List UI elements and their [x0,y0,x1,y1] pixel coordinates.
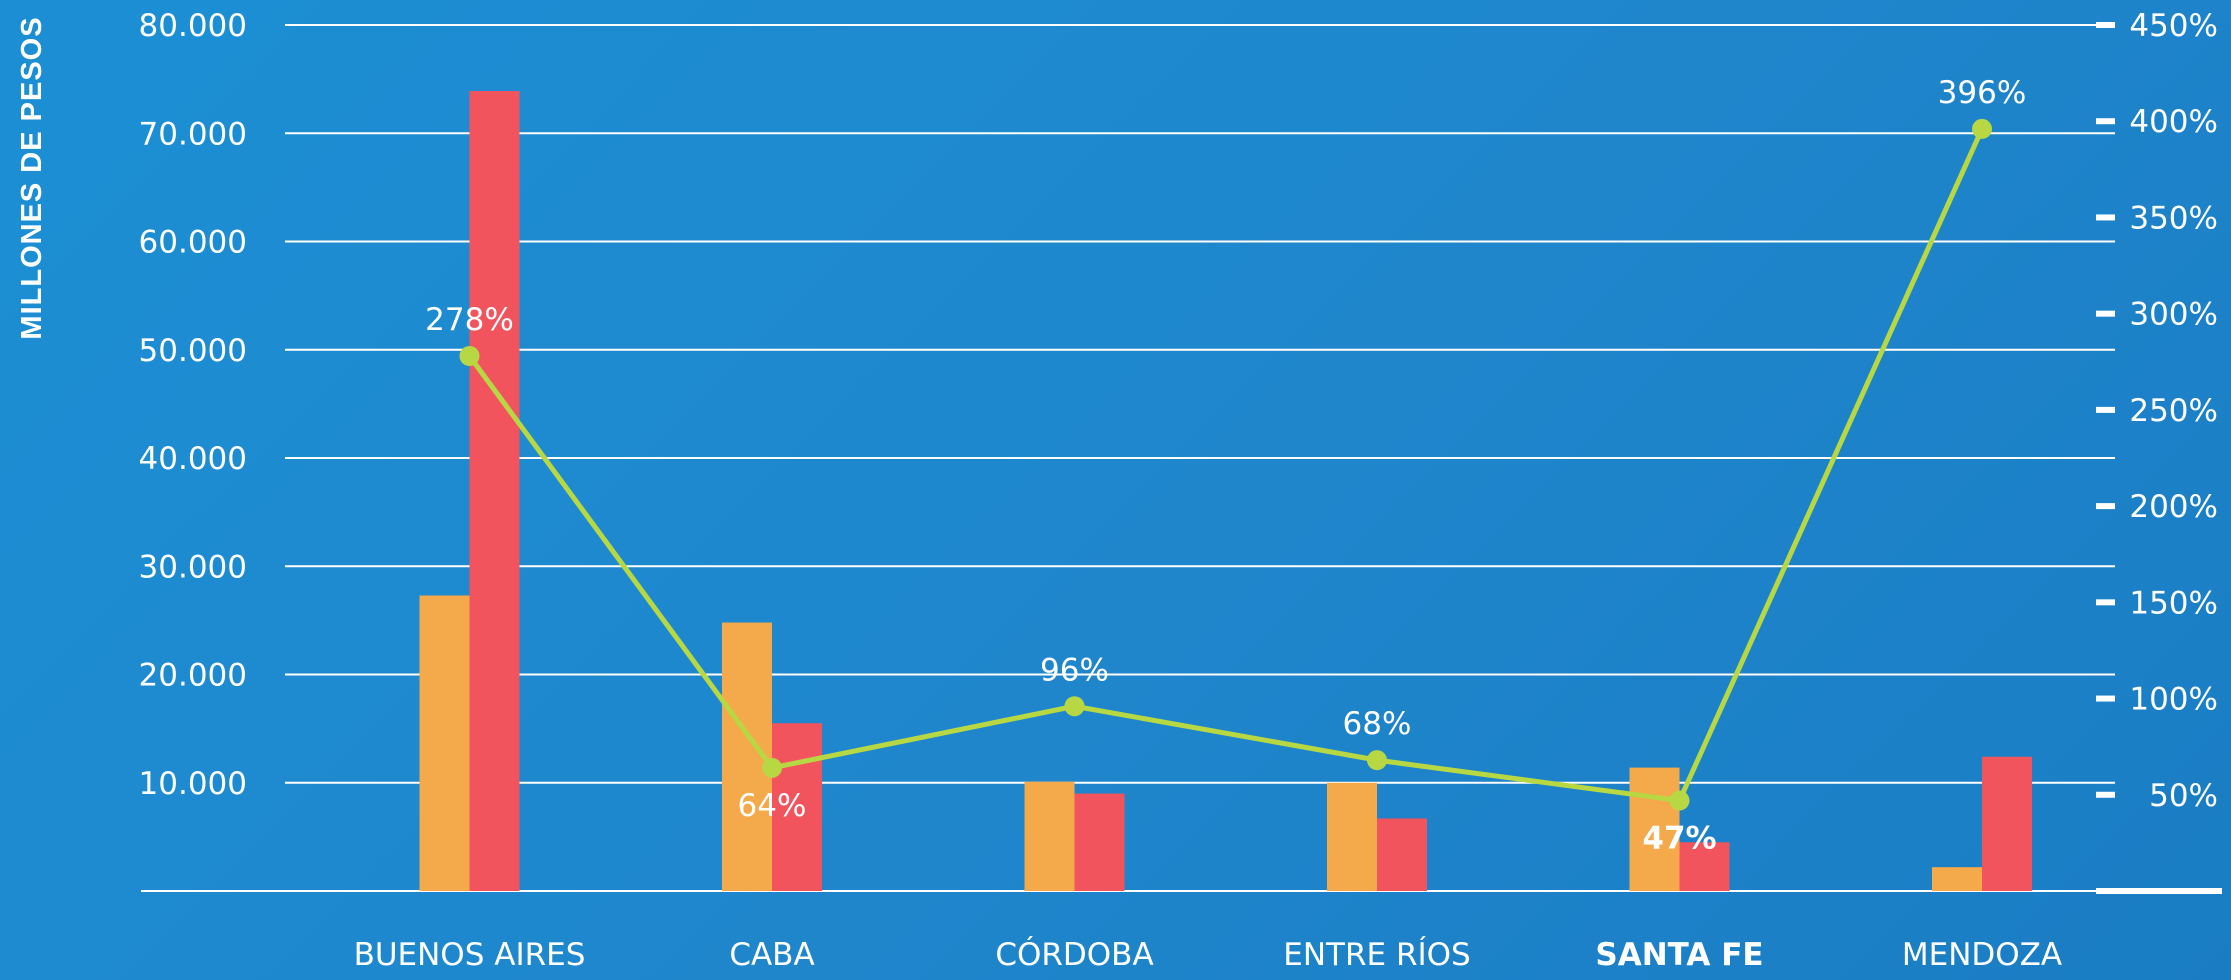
ratio-point [1669,790,1690,811]
ratio-label: 96% [1040,652,1109,688]
ratio-point [762,757,782,778]
y2-tick-mark [2096,503,2115,510]
y-tick-label: 20.000 [139,658,247,694]
y2-tick-mark [2096,118,2115,125]
y2-tick-label: 400% [2129,104,2218,140]
y2-tick-mark [2096,214,2115,221]
y2-tick-mark [2096,310,2115,317]
ratio-point [1367,750,1387,771]
y-tick-label: 40.000 [139,441,247,477]
y2-tick-mark [2096,599,2115,606]
category-label: BUENOS AIRES [354,937,586,973]
y2-tick-label: 300% [2129,297,2218,333]
y-axis-labels: 80.000 70.000 60.000 50.000 40.000 30.000 20.0… [139,8,247,802]
y2-tick-label: 250% [2129,393,2218,429]
ratio-label: 68% [1343,706,1412,742]
y-axis-title: MILLONES DE PESOS [16,16,48,339]
y-tick-label: 60.000 [139,225,247,261]
y2-tick-label: 450% [2129,8,2218,44]
y2-tick-label: 50% [2149,778,2218,814]
ratio-line-path [467,127,1985,804]
y2-tick-label: 100% [2129,682,2218,718]
bar [1679,842,1730,891]
ratio-point [459,346,480,367]
ratio-label: 64% [738,788,807,824]
bar [1629,767,1680,891]
category-label: MENDOZA [1902,937,2062,973]
y-tick-label: 80.000 [139,8,247,44]
gridlines [141,24,2222,894]
ratio-point [1064,696,1085,717]
bar [1932,867,1982,891]
ratio-label: 278% [425,302,514,338]
bar [1074,793,1125,891]
ratio-point [1972,118,1992,139]
bar [1982,756,2032,891]
ratio-label: 396% [1938,75,2027,111]
y2-tick-mark [2096,22,2115,28]
y2-tick-label: 350% [2129,200,2218,236]
y2-tick-mark [2096,791,2115,798]
bar [469,91,520,892]
y-tick-label: 70.000 [139,116,247,152]
bars [419,91,2032,892]
bar [1377,818,1427,891]
category-labels: BUENOS AIRES CABA CÓRDOBA ENTRE RÍOS SANTA F… [354,936,2063,973]
y2-tick-label: 150% [2129,585,2218,621]
y-tick-label: 30.000 [139,549,247,585]
ratio-label: 47% [1642,821,1716,857]
category-label: CABA [729,937,814,973]
category-label: ENTRE RÍOS [1283,937,1470,973]
point-labels: 278% 64% 96% 68% 47% 396% [425,75,2026,857]
y-tick-label: 50.000 [139,333,247,369]
bar [1024,781,1075,891]
ratio-line [459,118,1992,811]
category-label: CÓRDOBA [995,936,1153,973]
bar [1327,782,1377,891]
y2-tick-mark [2096,695,2115,702]
y2-tick-label: 200% [2129,489,2218,525]
bar [772,723,822,891]
y-tick-label: 10.000 [139,766,247,802]
y2-tick-mark [2096,406,2115,413]
category-label: SANTA FE [1595,937,1763,973]
y2-axis-labels: 450% 400% 350% 300% 250% 200% 150% 100% 50% [2096,8,2218,814]
bar [419,595,470,891]
